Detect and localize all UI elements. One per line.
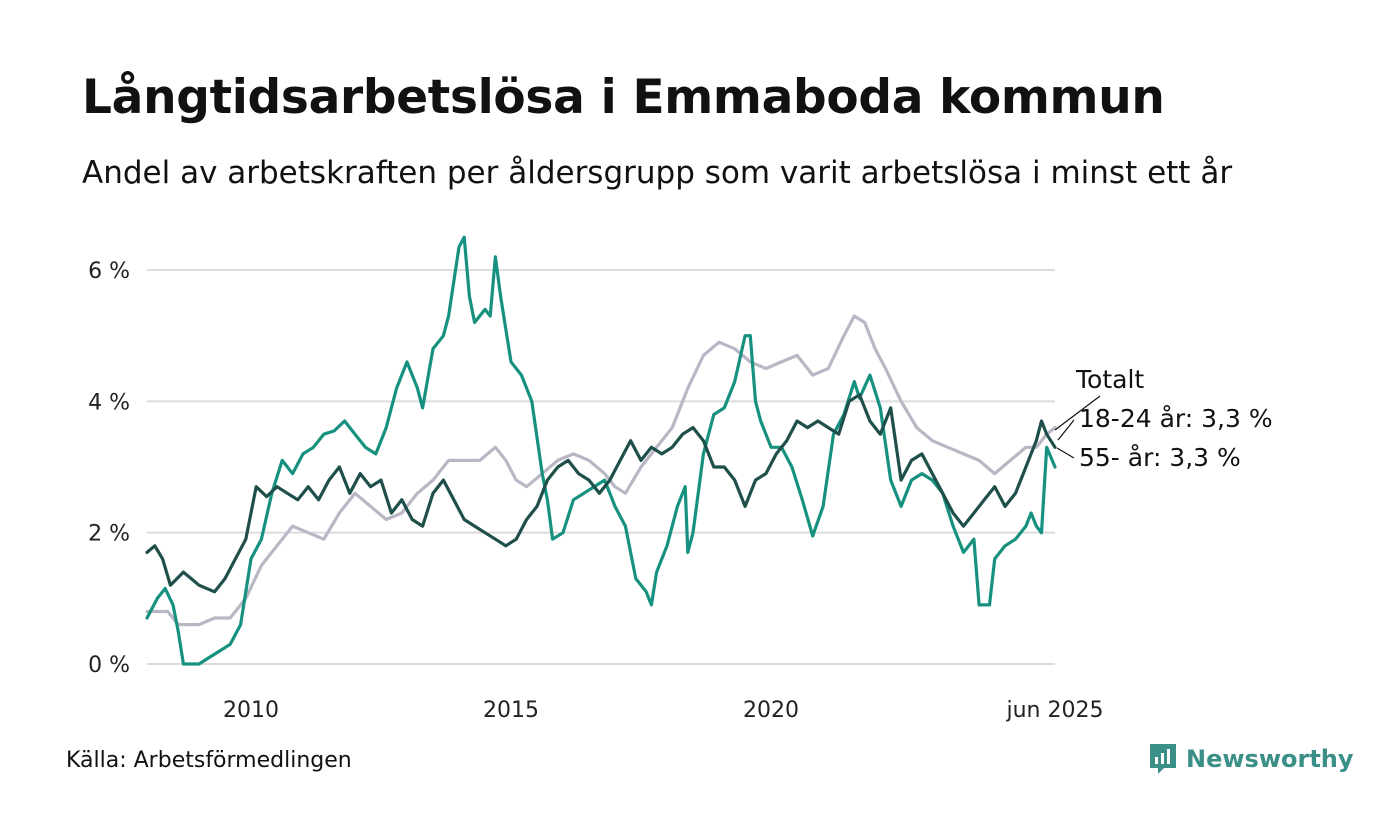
series-label-age_55: 55- år: 3,3 % xyxy=(1079,443,1241,472)
y-axis-tick-labels: 0 % 2 % 4 % 6 % xyxy=(88,259,130,678)
series-label-age_18_24: 18-24 år: 3,3 % xyxy=(1079,404,1273,433)
brand-name: Newsworthy xyxy=(1186,745,1354,773)
series-label-total: Totalt xyxy=(1075,365,1144,394)
y-tick-label: 6 % xyxy=(88,259,130,284)
chart-title: Långtidsarbetslösa i Emmaboda kommun xyxy=(82,70,1165,125)
leader-line-age_18_24 xyxy=(1057,419,1075,441)
series-line-age_55 xyxy=(145,393,1057,594)
series-line-age_18_24 xyxy=(145,235,1057,666)
chart-subtitle: Andel av arbetskraften per åldersgrupp s… xyxy=(82,155,1233,191)
x-tick-label: 2020 xyxy=(743,698,799,723)
series-lines xyxy=(145,235,1057,666)
line-chart: 0 % 2 % 4 % 6 % 2010 2015 2020 jun 2025 Totalt… xyxy=(88,235,1273,723)
series-line-total xyxy=(145,314,1057,627)
leader-line-age_55 xyxy=(1056,447,1075,459)
x-end-label: jun 2025 xyxy=(1006,698,1104,723)
newsworthy-logo: Newsworthy xyxy=(1148,742,1354,776)
y-tick-label: 4 % xyxy=(88,390,130,415)
x-tick-label: 2010 xyxy=(223,698,279,723)
leader-line-total xyxy=(1054,395,1101,431)
x-axis-tick-labels: 2010 2015 2020 jun 2025 xyxy=(223,698,1103,723)
y-tick-label: 0 % xyxy=(88,653,130,678)
x-tick-label: 2015 xyxy=(483,698,539,723)
series-end-labels: Totalt 18-24 år: 3,3 % 55- år: 3,3 % xyxy=(1054,365,1273,472)
newsworthy-logo-icon xyxy=(1150,744,1176,774)
grid-lines xyxy=(147,269,1055,665)
source-note: Källa: Arbetsförmedlingen xyxy=(66,748,352,773)
y-tick-label: 2 % xyxy=(88,522,130,547)
